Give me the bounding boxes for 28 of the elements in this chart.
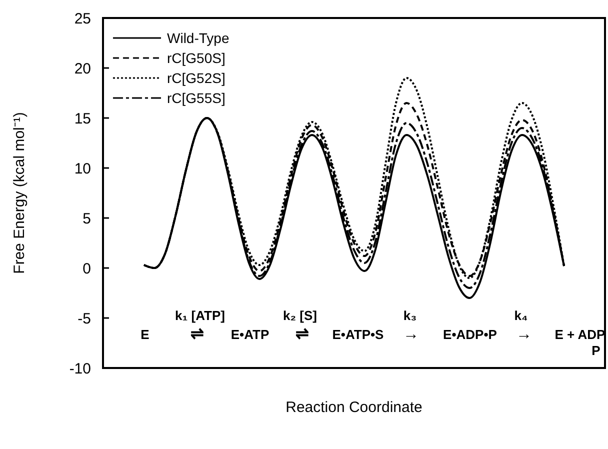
y-tick-label: 5 xyxy=(82,210,91,228)
annotation: E•ADP•P xyxy=(443,327,498,342)
annotation: k₃ xyxy=(403,308,417,323)
annotation: → xyxy=(516,326,532,343)
y-tick-label: 15 xyxy=(74,110,91,128)
annotation: E xyxy=(140,327,150,342)
legend-label: Wild-Type xyxy=(167,30,230,46)
annotation: → xyxy=(403,326,419,343)
x-axis-title: Reaction Coordinate xyxy=(286,399,422,416)
legend-label: rC[G50S] xyxy=(167,50,226,66)
y-tick-label: -5 xyxy=(78,310,91,328)
legend-label: rC[G52S] xyxy=(167,70,226,86)
legend-label: rC[G55S] xyxy=(167,90,226,106)
annotation: k₂ [S] xyxy=(283,308,317,323)
y-tick-label: 20 xyxy=(74,60,91,78)
annotation: k₁ [ATP] xyxy=(175,308,225,323)
annotation: ⇌ xyxy=(296,326,308,343)
annotation: ⇌ xyxy=(190,326,204,343)
y-tick-label: -10 xyxy=(69,360,91,378)
annotation: E•ATP•S xyxy=(332,327,384,342)
annotation: E + ADP xyxy=(554,327,606,342)
y-tick-label: 25 xyxy=(74,10,91,28)
y-tick-label: 0 xyxy=(82,260,91,278)
annotation: E•ATP xyxy=(230,327,270,342)
y-axis-title: Free Energy (kcal mol⁻¹) xyxy=(11,112,28,274)
text: P xyxy=(592,343,601,358)
annotation: k₄ xyxy=(514,308,528,323)
y-tick-label: 10 xyxy=(74,160,91,178)
